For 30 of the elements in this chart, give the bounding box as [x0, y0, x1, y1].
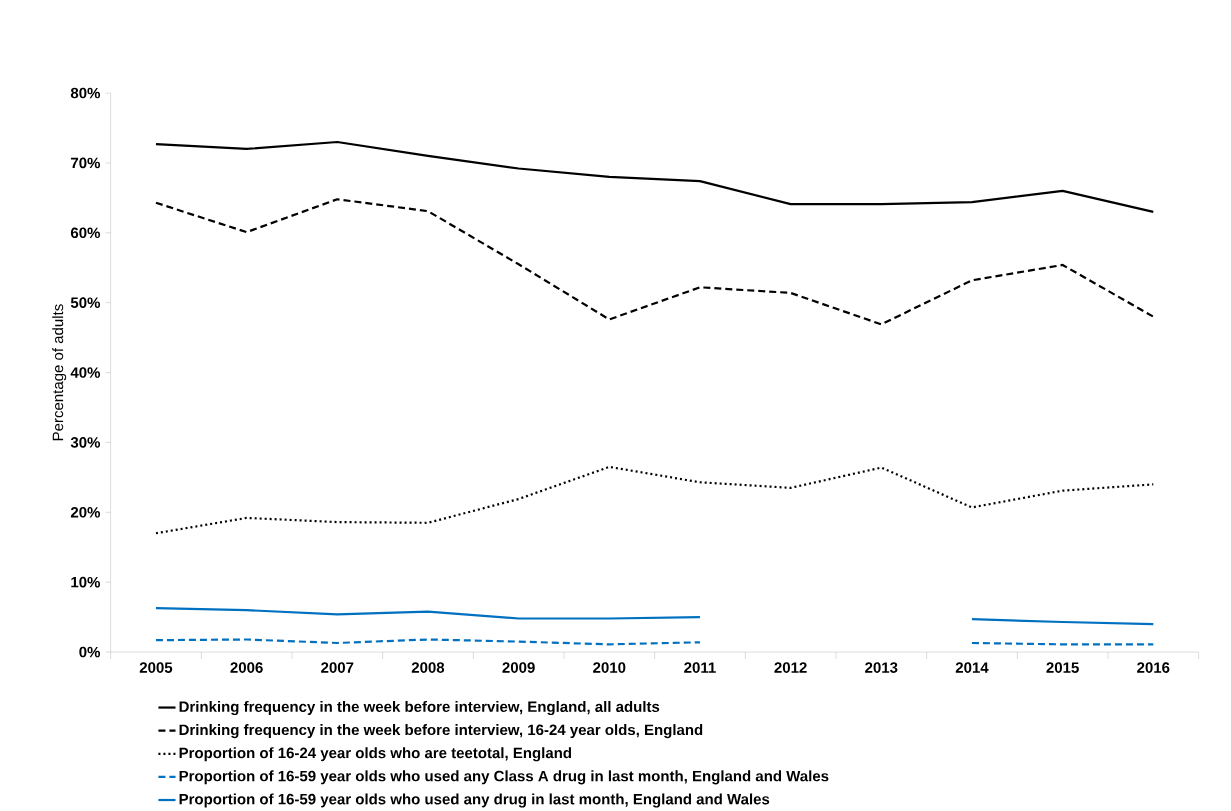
legend-label: Drinking frequency in the week before interview, 16-24 year olds, England: [179, 724, 703, 739]
y-axis-title: Percentage of adults: [52, 304, 67, 441]
x-tick-label: 2008: [411, 662, 445, 674]
legend-label: Proportion of 16-59 year olds who used any Class A drug in last month, England and Wales: [179, 770, 829, 785]
x-tick-label: 2016: [1137, 662, 1170, 674]
x-tick-label: 2014: [955, 662, 989, 674]
y-tick-label: 0%: [79, 646, 101, 658]
y-tick-label: 20%: [70, 507, 101, 518]
x-tick-label: 2006: [230, 662, 263, 674]
y-tick-label: 40%: [70, 367, 101, 379]
y-tick-label: 10%: [71, 577, 101, 588]
line-series: [154, 466, 1155, 535]
line-series: [154, 141, 1155, 214]
x-tick-label: 2007: [321, 662, 354, 674]
legend-label: Drinking frequency in the week before interview, England, all adults: [179, 701, 660, 716]
x-tick-label: 2010: [593, 662, 626, 674]
y-tick-label: 50%: [70, 297, 101, 309]
y-tick-label: 30%: [70, 437, 101, 448]
legend-label: Proportion of 16-24 year olds who are teetotal, England: [179, 747, 572, 762]
y-tick-label: 70%: [71, 157, 101, 169]
x-tick-label: 2011: [684, 662, 716, 674]
legend-label: Proportion of 16-59 year olds who used any drug in last month, England and Wales: [179, 793, 770, 808]
x-tick-label: 2015: [1046, 662, 1079, 674]
x-tick-label: 2013: [865, 662, 898, 674]
y-tick-label: 80%: [70, 87, 101, 99]
line-series: [154, 198, 1155, 326]
x-tick-label: 2005: [139, 662, 173, 674]
x-tick-label: 2012: [774, 662, 807, 674]
y-tick-label: 60%: [70, 227, 101, 239]
x-tick-label: 2009: [502, 662, 535, 674]
